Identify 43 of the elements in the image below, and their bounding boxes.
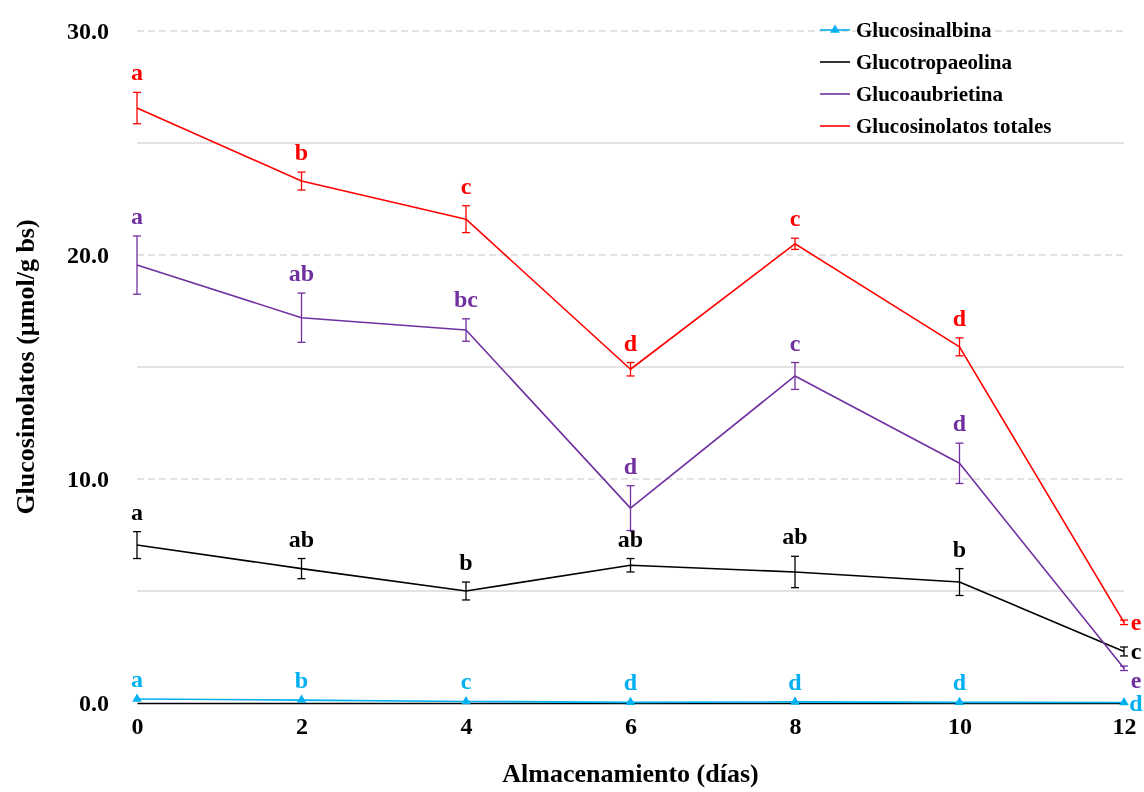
- data-label: bc: [454, 285, 479, 312]
- x-axis-title: Almacenamiento (días): [502, 759, 759, 788]
- data-label: c: [460, 172, 472, 199]
- data-label: b: [459, 549, 473, 576]
- data-label: a: [131, 202, 143, 229]
- x-tick-label: 12: [1112, 713, 1137, 740]
- data-label: d: [952, 669, 967, 696]
- data-label: d: [788, 668, 803, 695]
- data-label: ab: [288, 260, 315, 287]
- legend-label: Glucotropaeolina: [856, 50, 1013, 74]
- y-tick-label: 20.0: [67, 242, 109, 269]
- legend-label: Glucosinolatos totales: [856, 114, 1052, 138]
- data-label: ab: [288, 525, 315, 552]
- data-label: d: [952, 410, 967, 437]
- x-tick-label: 4: [460, 713, 473, 740]
- y-tick-label: 0.0: [79, 690, 109, 717]
- data-label: c: [460, 668, 472, 695]
- x-tick-label: 2: [296, 713, 308, 740]
- data-label: b: [952, 535, 967, 562]
- data-label: e: [1130, 609, 1142, 636]
- data-label: b: [294, 139, 309, 166]
- data-label: b: [294, 667, 309, 694]
- data-label: ab: [782, 523, 808, 550]
- x-tick-label: 6: [625, 713, 637, 740]
- legend-label: Glucosinalbina: [856, 18, 992, 42]
- data-label: a: [131, 498, 143, 525]
- data-label: a: [131, 665, 143, 692]
- y-tick-label: 10.0: [67, 466, 109, 493]
- data-label: c: [789, 205, 801, 232]
- x-tick-label: 0: [131, 713, 144, 740]
- data-label: d: [623, 452, 638, 479]
- data-label: d: [623, 329, 638, 356]
- data-label: d: [952, 304, 967, 331]
- x-tick-label: 10: [948, 713, 972, 740]
- x-tick-label: 8: [789, 713, 802, 740]
- data-label: c: [789, 329, 801, 356]
- data-label: c: [1130, 638, 1142, 665]
- data-label: ab: [617, 525, 644, 552]
- data-label: a: [131, 59, 143, 86]
- y-tick-label: 30.0: [67, 18, 109, 45]
- data-label: d: [623, 669, 638, 696]
- y-axis-title: Glucosinolatos (µmol/g bs): [11, 219, 40, 515]
- legend-label: Glucoaubrietina: [856, 82, 1004, 106]
